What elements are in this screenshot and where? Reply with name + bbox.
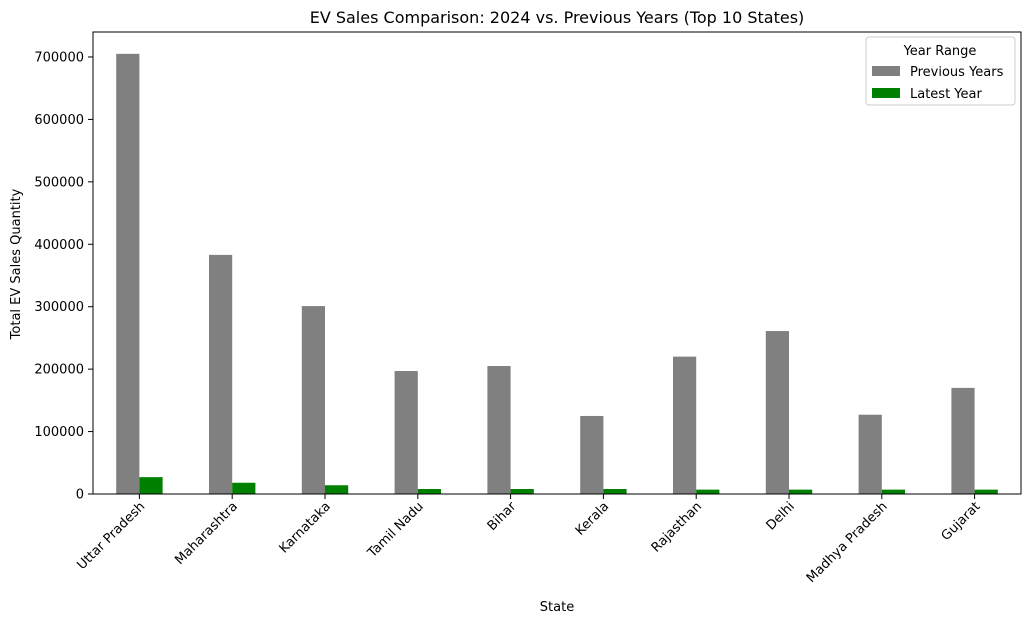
legend-label-previous-years: Previous Years [910,65,1004,80]
x-tick-label: Gujarat [939,499,984,544]
legend-label-latest-year: Latest Year [910,87,982,102]
bar-latest-year-bihar [510,489,534,494]
bar-latest-year-delhi [789,489,813,494]
bar-previous-years-karnataka [301,306,325,494]
plot-area: 0 100000 200000 300000 400000 500000 600000 700… [34,31,1022,586]
bar-latest-year-karnataka [325,485,349,494]
bar-latest-year-gujarat [974,489,998,494]
y-tick-label: 100000 [34,425,84,440]
x-tick-label: Delhi [764,499,798,533]
bar-latest-year-rajasthan [696,489,720,494]
y-tick-label: 200000 [34,363,84,378]
bar-latest-year-maharashtra [232,482,256,494]
legend: Year Range Previous Years Latest Year [865,36,1016,106]
bar-previous-years-bihar [487,366,511,494]
legend-frame [865,36,1016,106]
x-tick-label: Madhya Pradesh [804,499,891,586]
bar-previous-years-tamil-nadu [394,371,418,494]
bar-latest-year-kerala [603,489,627,494]
legend-title: Year Range [903,44,977,59]
y-tick-label: 0 [76,488,84,503]
plot-frame [92,31,1022,495]
bar-previous-years-delhi [765,331,789,494]
y-tick-label: 700000 [34,50,84,65]
y-tick-label: 600000 [34,113,84,128]
y-axis-label: Total EV Sales Quantity [9,188,24,340]
x-tick-label: Kerala [573,499,612,538]
x-axis-label: State [540,600,574,615]
x-tick-label: Bihar [485,499,520,534]
chart-title: EV Sales Comparison: 2024 vs. Previous Y… [310,8,805,27]
bar-latest-year-madhya-pradesh [881,489,905,494]
bar-previous-years-rajasthan [673,356,697,494]
bar-previous-years-maharashtra [209,254,233,494]
y-tick-label: 500000 [34,175,84,190]
bar-previous-years-gujarat [951,387,975,494]
bar-previous-years-uttar-pradesh [116,53,140,495]
bar-previous-years-madhya-pradesh [858,414,882,494]
x-tick-label: Maharashtra [172,499,241,568]
bar-latest-year-tamil-nadu [417,489,441,494]
x-tick-label: Karnataka [277,499,334,556]
bar-previous-years-kerala [580,415,604,494]
x-tick-label: Uttar Pradesh [74,499,148,573]
legend-swatch-latest-year [872,88,900,98]
legend-swatch-previous-years [872,66,900,76]
y-tick-label: 300000 [34,300,84,315]
y-tick-label: 400000 [34,238,84,253]
x-tick-label: Tamil Nadu [364,499,426,561]
bar-latest-year-uttar-pradesh [139,477,163,494]
x-tick-label: Rajasthan [649,499,705,555]
